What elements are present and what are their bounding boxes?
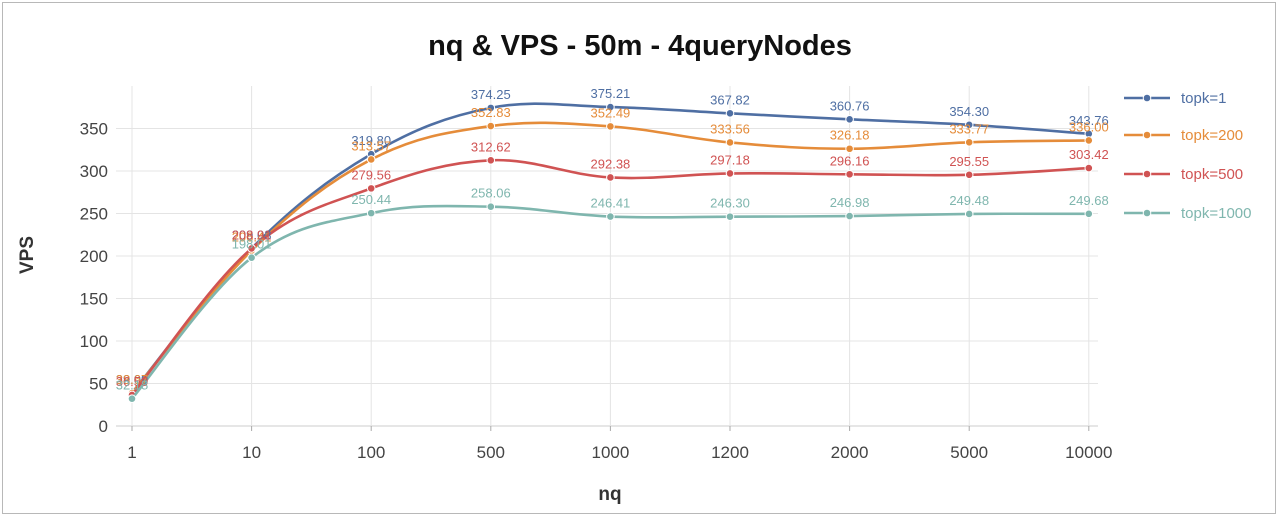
data-label-topk-1: 360.76	[830, 98, 870, 113]
data-label-topk-200: 352.83	[471, 105, 511, 120]
data-point-topk-1000[interactable]	[964, 209, 974, 219]
data-label-topk-500: 303.42	[1069, 147, 1109, 162]
legend-label-topk-1000[interactable]: topk=1000	[1181, 205, 1251, 222]
data-point-topk-500[interactable]	[486, 155, 496, 165]
data-label-topk-200: 38.67	[116, 372, 149, 387]
data-label-topk-500: 295.55	[949, 154, 989, 169]
data-label-topk-1: 367.82	[710, 92, 750, 107]
x-tick-label: 1	[127, 443, 136, 462]
x-tick-label: 100	[357, 443, 385, 462]
data-label-topk-200: 336.00	[1069, 119, 1109, 134]
data-label-topk-1: 319.80	[351, 133, 391, 148]
data-label-topk-500: 296.16	[830, 153, 870, 168]
data-point-topk-500[interactable]	[845, 169, 854, 179]
legend-label-topk-1[interactable]: topk=1	[1181, 90, 1226, 107]
data-label-topk-500: 279.56	[351, 167, 391, 182]
legend-label-topk-200[interactable]: topk=200	[1181, 127, 1243, 144]
y-tick-label: 0	[99, 417, 108, 436]
series-line-topk-500	[130, 158, 1089, 396]
data-point-topk-1000[interactable]	[845, 211, 854, 221]
legend-marker-topk-1	[1142, 93, 1152, 103]
data-point-topk-500[interactable]	[366, 184, 376, 193]
x-tick-label: 1000	[591, 443, 629, 462]
x-axis-title: nq	[598, 484, 621, 505]
data-label-topk-1000: 250.44	[351, 192, 391, 207]
data-label-topk-200: 326.18	[830, 128, 870, 143]
data-label-topk-1000: 246.98	[830, 195, 870, 210]
data-point-topk-500[interactable]	[964, 170, 974, 180]
data-label-topk-1000: 249.68	[1069, 193, 1109, 208]
y-axis-title: VPS	[17, 236, 38, 274]
data-label-topk-200: 313.57	[351, 138, 391, 153]
series-line-topk-1000	[131, 204, 1089, 400]
data-point-topk-1000[interactable]	[725, 212, 735, 221]
data-label-topk-1: 375.21	[591, 86, 631, 101]
data-label-topk-500: 208.91	[232, 227, 272, 242]
legend-marker-topk-200	[1142, 130, 1152, 140]
data-point-topk-500[interactable]	[247, 244, 256, 253]
x-tick-label: 1200	[711, 443, 749, 462]
data-label-topk-1: 209.03	[232, 227, 272, 242]
data-point-topk-1000[interactable]	[606, 212, 615, 221]
data-point-topk-1000[interactable]	[486, 202, 496, 211]
legend-label-topk-500[interactable]: topk=500	[1181, 166, 1243, 183]
data-point-topk-200[interactable]	[725, 138, 735, 147]
data-point-topk-200[interactable]	[1084, 136, 1094, 145]
data-label-topk-1: 343.76	[1069, 113, 1109, 128]
data-point-topk-1[interactable]	[845, 115, 854, 124]
data-point-topk-1000[interactable]	[1084, 209, 1094, 219]
data-label-topk-200: 352.49	[591, 105, 631, 120]
data-label-topk-1: 374.25	[471, 87, 511, 102]
data-point-topk-200[interactable]	[366, 155, 376, 164]
data-label-topk-1000: 249.48	[949, 193, 989, 208]
data-label-topk-200: 333.77	[949, 121, 989, 136]
legend-marker-topk-500	[1142, 169, 1152, 179]
data-label-topk-200: 206.41	[232, 230, 272, 245]
data-point-topk-1000[interactable]	[127, 394, 137, 403]
y-tick-label: 150	[80, 290, 108, 309]
data-point-topk-200[interactable]	[964, 137, 974, 147]
y-tick-label: 200	[80, 247, 108, 266]
data-label-topk-500: 312.62	[471, 139, 511, 154]
data-point-topk-200[interactable]	[845, 144, 854, 154]
data-point-topk-500[interactable]	[725, 169, 735, 178]
data-label-topk-500: 36.50	[116, 374, 149, 389]
x-tick-label: 10	[242, 443, 261, 462]
y-tick-label: 250	[80, 205, 108, 224]
data-label-topk-1000: 246.41	[591, 196, 631, 211]
data-label-topk-1000: 246.30	[710, 196, 750, 211]
x-tick-label: 2000	[831, 443, 869, 462]
data-label-topk-1000: 32.18	[116, 378, 149, 393]
data-point-topk-1000[interactable]	[247, 253, 256, 262]
data-point-topk-1000[interactable]	[366, 208, 376, 218]
y-tick-label: 350	[80, 120, 108, 139]
data-point-topk-200[interactable]	[486, 121, 496, 131]
data-point-topk-500[interactable]	[1084, 163, 1094, 173]
y-tick-label: 100	[80, 332, 108, 351]
data-label-topk-500: 297.18	[710, 152, 750, 167]
data-label-topk-1: 354.30	[949, 104, 989, 119]
data-label-topk-500: 292.38	[591, 156, 631, 171]
data-point-topk-1[interactable]	[606, 102, 615, 112]
chart-title: nq & VPS - 50m - 4queryNodes	[428, 30, 852, 62]
data-label-topk-1000: 198.01	[232, 237, 272, 252]
data-point-topk-1[interactable]	[964, 120, 974, 130]
x-tick-label: 500	[477, 443, 505, 462]
legend-marker-topk-1000	[1142, 208, 1152, 218]
data-label-topk-1000: 258.06	[471, 186, 511, 201]
data-point-topk-200[interactable]	[606, 122, 615, 131]
x-tick-label: 10000	[1065, 443, 1112, 462]
data-label-topk-200: 333.56	[710, 121, 750, 136]
data-point-topk-500[interactable]	[606, 173, 615, 182]
data-label-topk-1: 39.09	[116, 372, 149, 387]
x-tick-label: 5000	[950, 443, 988, 462]
y-tick-label: 300	[80, 162, 108, 181]
series-line-topk-1	[130, 102, 1089, 394]
data-point-topk-1[interactable]	[725, 109, 735, 118]
data-point-topk-1[interactable]	[486, 103, 496, 113]
y-tick-label: 50	[89, 375, 108, 394]
